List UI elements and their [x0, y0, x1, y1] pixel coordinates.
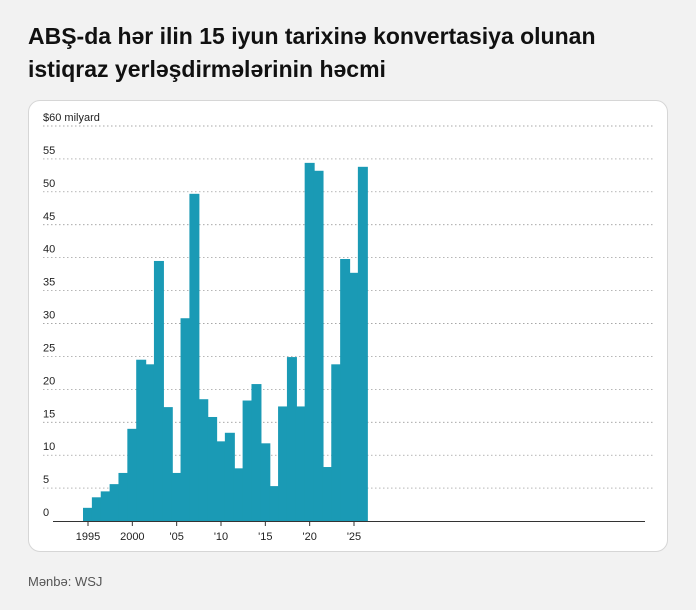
- y-tick-label-60: $60 milyard: [43, 112, 100, 124]
- chart-card: 0 5 10 15 20 25 30 35 40 45 50 55 $60 milyard 1995 20…: [28, 100, 668, 552]
- source-note: Mənbə: WSJ: [28, 574, 103, 589]
- bar-26: [313, 170, 324, 521]
- bar-2: [100, 491, 111, 521]
- bar-12: [189, 193, 200, 521]
- bar-22: [278, 406, 289, 521]
- bar-7: [145, 364, 156, 521]
- x-axis: 1995 2000 '05 '10 '15 '20 '25: [53, 521, 645, 543]
- y-tick-label-50: 50: [43, 178, 55, 190]
- bar-20: [260, 443, 271, 521]
- chart-title: ABŞ-da hər ilin 15 iyun tarixinə konvert…: [28, 23, 596, 82]
- bars: [83, 162, 368, 522]
- x-tick-label-2000: 2000: [120, 531, 144, 543]
- bar-21: [269, 486, 280, 521]
- y-tick-label-5: 5: [43, 474, 49, 486]
- bar-17: [233, 468, 244, 521]
- y-tick-label-55: 55: [43, 145, 55, 157]
- bar-9: [162, 407, 173, 521]
- bar-18: [242, 400, 253, 521]
- x-tick-label-2010: '10: [214, 531, 228, 543]
- y-tick-label-20: 20: [43, 375, 55, 387]
- bar-1: [91, 497, 102, 521]
- y-tick-label-15: 15: [43, 408, 55, 420]
- y-tick-label-40: 40: [43, 244, 55, 256]
- y-tick-label-0: 0: [43, 507, 49, 519]
- bar-6: [136, 359, 147, 521]
- bar-28: [331, 364, 342, 521]
- x-tick-label-1995: 1995: [76, 531, 100, 543]
- bar-5: [127, 428, 138, 521]
- bar-4: [118, 472, 129, 521]
- y-tick-label-25: 25: [43, 342, 55, 354]
- bar-30: [349, 272, 360, 521]
- bar-11: [180, 318, 191, 521]
- y-tick-label-30: 30: [43, 310, 55, 322]
- x-tick-label-2025: '25: [347, 531, 361, 543]
- y-tick-label-10: 10: [43, 441, 55, 453]
- bar-8: [153, 260, 164, 521]
- bar-27: [322, 467, 333, 521]
- bar-24: [295, 406, 306, 521]
- y-tick-label-45: 45: [43, 211, 55, 223]
- bar-25: [304, 162, 315, 521]
- x-tick-label-2015: '15: [258, 531, 272, 543]
- bar-23: [286, 357, 297, 521]
- y-tick-label-35: 35: [43, 277, 55, 289]
- bar-19: [251, 384, 262, 521]
- bar-10: [171, 472, 182, 521]
- bar-29: [340, 258, 351, 521]
- bar-16: [224, 432, 235, 521]
- x-tick-label-2005: '05: [169, 531, 183, 543]
- bar-0: [83, 507, 93, 521]
- bar-14: [207, 416, 218, 521]
- x-tick-label-2020: '20: [302, 531, 316, 543]
- bar-chart: 0 5 10 15 20 25 30 35 40 45 50 55 $60 milyard 1995 20…: [43, 112, 655, 543]
- bar-13: [198, 399, 209, 521]
- bar-31: [357, 166, 368, 522]
- y-axis-ticks: 0 5 10 15 20 25 30 35 40 45 50 55 $60 milyard: [43, 112, 100, 519]
- bar-15: [216, 441, 227, 521]
- bar-3: [109, 484, 120, 521]
